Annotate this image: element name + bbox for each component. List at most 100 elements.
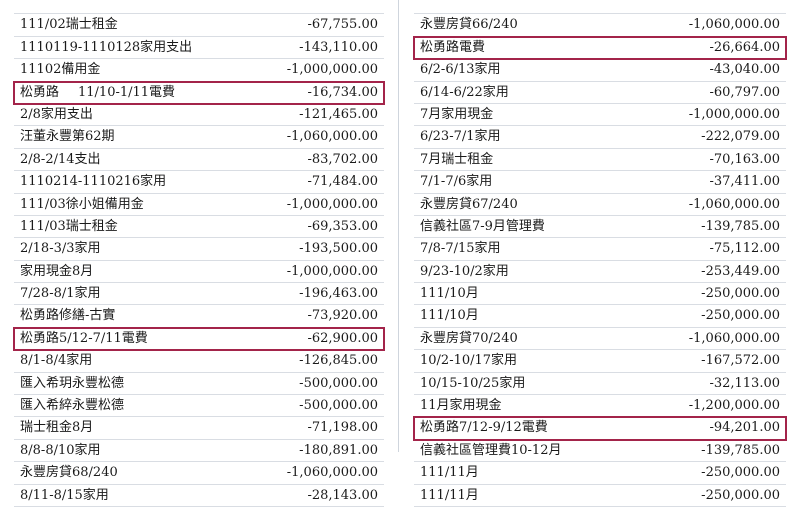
ledger-row[interactable]: 匯入希綷永豐松德 -500,000.00 — [14, 395, 384, 418]
ledger-row[interactable]: 8/1-8/4家用 -126,845.00 — [14, 350, 384, 373]
ledger-row[interactable]: 2/8家用支出 -121,465.00 — [14, 104, 384, 127]
row-label: 111/03徐小姐備用金 — [20, 196, 144, 212]
row-amount: -1,060,000.00 — [286, 465, 378, 481]
highlighted-ledger-row[interactable]: 松勇路 11/10-1/11電費 -16,734.00 — [13, 80, 385, 105]
ledger-row[interactable]: 2/8-2/14支出 -83,702.00 — [14, 149, 384, 172]
row-label: 永豐房貸68/240 — [20, 465, 118, 481]
ledger-row[interactable]: 11102備用金 -1,000,000.00 — [14, 59, 384, 82]
ledger-row[interactable]: 信義社區管理費10-12月 -139,785.00 — [414, 440, 786, 463]
row-label: 7/8-7/15家用 — [420, 241, 501, 257]
row-label: 1110119-1110128家用支出 — [20, 39, 193, 55]
row-label: 111/11月 — [420, 487, 479, 503]
row-amount: -253,449.00 — [701, 263, 780, 279]
ledger-row[interactable]: 家用現金8月 -1,000,000.00 — [14, 261, 384, 284]
ledger-row[interactable]: 111/10月 -250,000.00 — [414, 305, 786, 328]
row-amount: -250,000.00 — [701, 308, 780, 324]
ledger-row[interactable]: 8/11-8/15家用 -28,143.00 — [14, 485, 384, 507]
row-amount: -75,112.00 — [709, 241, 780, 257]
row-amount: -1,000,000.00 — [286, 62, 378, 78]
row-amount: -126,845.00 — [299, 353, 378, 369]
row-amount: -250,000.00 — [701, 465, 780, 481]
row-amount: -60,797.00 — [709, 84, 780, 100]
ledger-row[interactable]: 7/8-7/15家用 -75,112.00 — [414, 238, 786, 261]
ledger-row[interactable]: 1110119-1110128家用支出 -143,110.00 — [14, 37, 384, 60]
row-label: 匯入希玥永豐松德 — [20, 375, 125, 391]
row-amount: -250,000.00 — [701, 487, 780, 503]
ledger-row[interactable]: 111/11月 -250,000.00 — [414, 462, 786, 485]
ledger-row[interactable]: 永豐房貸70/240 -1,060,000.00 — [414, 328, 786, 351]
row-amount: -121,465.00 — [299, 106, 378, 122]
row-amount: -1,000,000.00 — [286, 263, 378, 279]
ledger-row[interactable] — [414, 0, 786, 15]
ledger-row[interactable]: 8/8-8/10家用 -180,891.00 — [14, 440, 384, 463]
right-ledger-column: 永豐房貸66/240 -1,060,000.00 松勇路電費 -26,664.00 6/… — [413, 0, 787, 507]
ledger-row[interactable]: 永豐房貸66/240 -1,060,000.00 — [414, 14, 786, 37]
row-amount: -32,113.00 — [709, 375, 780, 391]
ledger-row[interactable]: 111/11月 -250,000.00 — [414, 485, 786, 507]
row-amount: -73,920.00 — [307, 308, 378, 324]
row-label: 6/14-6/22家用 — [420, 84, 509, 100]
ledger-row[interactable]: 瑞士租金8月 -71,198.00 — [14, 417, 384, 440]
ledger-row[interactable]: 111/10月 -250,000.00 — [414, 283, 786, 306]
ledger-row[interactable]: 7月家用現金 -1,000,000.00 — [414, 104, 786, 127]
highlighted-ledger-row[interactable]: 松勇路5/12-7/11電費 -62,900.00 — [13, 326, 385, 352]
row-label: 8/8-8/10家用 — [20, 442, 101, 458]
ledger-row[interactable]: 2/18-3/3家用 -193,500.00 — [14, 238, 384, 261]
ledger-row[interactable]: 10/15-10/25家用 -32,113.00 — [414, 373, 786, 396]
row-label: 信義社區7-9月管理費 — [420, 218, 545, 234]
ledger-row[interactable]: 匯入希玥永豐松德 -500,000.00 — [14, 373, 384, 396]
ledger-row[interactable]: 9/23-10/2家用 -253,449.00 — [414, 261, 786, 284]
ledger-row[interactable]: 10/2-10/17家用 -167,572.00 — [414, 350, 786, 373]
row-label: 7月瑞士租金 — [420, 151, 494, 167]
ledger-row[interactable]: 汪董永豐第62期 -1,060,000.00 — [14, 126, 384, 149]
row-amount: -43,040.00 — [709, 62, 780, 78]
row-amount: -139,785.00 — [701, 442, 780, 458]
row-label: 7/28-8/1家用 — [20, 286, 101, 302]
ledger-row[interactable]: 永豐房貸67/240 -1,060,000.00 — [414, 194, 786, 216]
row-amount: -180,891.00 — [299, 442, 378, 458]
ledger-row[interactable]: 6/2-6/13家用 -43,040.00 — [414, 59, 786, 82]
highlighted-ledger-row[interactable]: 松勇路7/12-9/12電費 -94,201.00 — [413, 416, 787, 441]
row-label: 9/23-10/2家用 — [420, 263, 509, 279]
row-amount: -37,411.00 — [709, 174, 780, 190]
highlighted-ledger-row[interactable]: 松勇路電費 -26,664.00 — [413, 35, 787, 61]
row-label: 10/2-10/17家用 — [420, 353, 518, 369]
ledger-row[interactable]: 6/14-6/22家用 -60,797.00 — [414, 82, 786, 104]
row-amount: -94,201.00 — [709, 420, 780, 436]
row-label: 111/03瑞士租金 — [20, 218, 118, 234]
row-label: 111/10月 — [420, 308, 479, 324]
row-label: 松勇路7/12-9/12電費 — [420, 420, 548, 436]
row-label: 11102備用金 — [20, 62, 101, 78]
row-amount: -167,572.00 — [701, 353, 780, 369]
row-label: 111/02瑞士租金 — [20, 17, 118, 33]
row-label: 6/23-7/1家用 — [420, 129, 501, 145]
row-amount: -71,484.00 — [307, 174, 378, 190]
row-amount: -83,702.00 — [307, 151, 378, 167]
row-label: 8/1-8/4家用 — [20, 353, 93, 369]
ledger-row[interactable]: 11月家用現金 -1,200,000.00 — [414, 395, 786, 418]
ledger-row[interactable]: 111/03瑞士租金 -69,353.00 — [14, 216, 384, 239]
ledger-row[interactable]: 1110214-1110216家用 -71,484.00 — [14, 171, 384, 194]
ledger-row[interactable]: 信義社區7-9月管理費 -139,785.00 — [414, 216, 786, 239]
row-amount: -1,060,000.00 — [688, 196, 780, 212]
row-label: 2/18-3/3家用 — [20, 241, 101, 257]
row-amount: -250,000.00 — [701, 286, 780, 302]
row-label: 家用現金8月 — [20, 263, 94, 279]
ledger-row[interactable]: 7月瑞士租金 -70,163.00 — [414, 149, 786, 172]
row-amount: -62,900.00 — [307, 330, 378, 346]
ledger-row[interactable]: 7/28-8/1家用 -196,463.00 — [14, 283, 384, 306]
row-amount: -1,200,000.00 — [688, 398, 780, 414]
ledger-row[interactable]: 111/03徐小姐備用金 -1,000,000.00 — [14, 194, 384, 216]
row-label: 永豐房貸67/240 — [420, 196, 518, 212]
row-label: 10/15-10/25家用 — [420, 375, 526, 391]
ledger-row[interactable] — [14, 0, 384, 15]
ledger-row[interactable]: 7/1-7/6家用 -37,411.00 — [414, 171, 786, 194]
ledger-row[interactable]: 111/02瑞士租金 -67,755.00 — [14, 14, 384, 37]
ledger-row[interactable]: 松勇路修繕-古實 -73,920.00 — [14, 305, 384, 328]
row-label: 匯入希綷永豐松德 — [20, 398, 125, 414]
row-amount: -1,000,000.00 — [286, 196, 378, 212]
row-label: 7/1-7/6家用 — [420, 174, 493, 190]
row-label: 111/11月 — [420, 465, 479, 481]
ledger-row[interactable]: 永豐房貸68/240 -1,060,000.00 — [14, 462, 384, 485]
ledger-row[interactable]: 6/23-7/1家用 -222,079.00 — [414, 126, 786, 149]
